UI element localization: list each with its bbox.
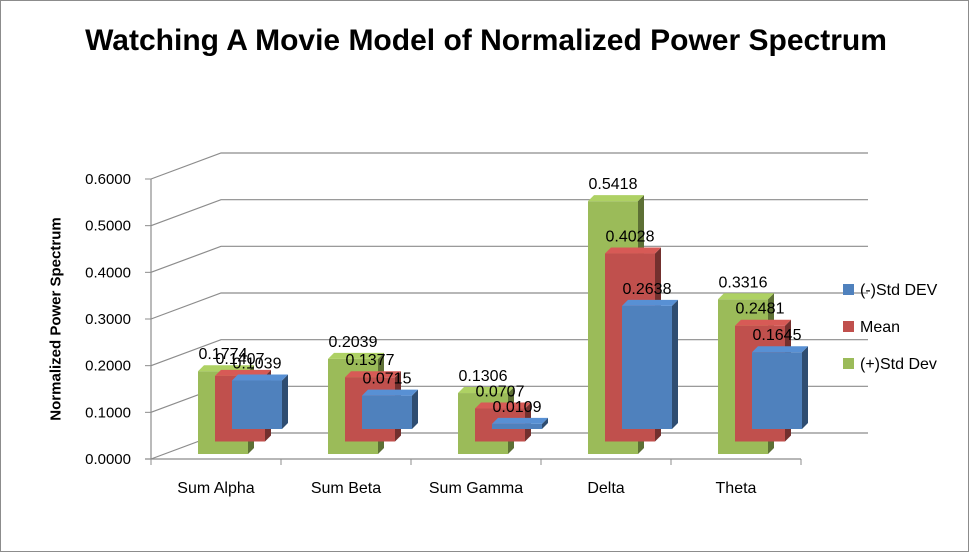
bar-top xyxy=(605,247,661,254)
bar-top xyxy=(362,389,418,396)
bar-side xyxy=(282,374,288,429)
gridline xyxy=(150,152,868,180)
gridline xyxy=(150,245,868,273)
y-tick-label: 0.3000 xyxy=(85,311,131,328)
chart-title: Watching A Movie Model of Normalized Pow… xyxy=(85,24,887,57)
bar-side xyxy=(412,389,418,429)
bar-top xyxy=(735,319,791,326)
bar-top xyxy=(752,346,808,353)
x-category-label: Sum Alpha xyxy=(177,480,254,497)
legend-swatch xyxy=(843,321,854,332)
y-tick-label: 0.2000 xyxy=(85,358,131,375)
bar-side xyxy=(542,417,548,429)
data-label: 0.1377 xyxy=(346,352,395,369)
bar-top xyxy=(588,195,644,202)
y-tick-label: 0.6000 xyxy=(85,171,131,188)
bar-top xyxy=(198,365,254,372)
data-label: 0.1306 xyxy=(459,368,508,385)
bar-top xyxy=(475,402,531,409)
legend-label: (+)Std Dev xyxy=(860,356,937,373)
data-label: 0.2039 xyxy=(329,334,378,351)
x-category-label: Sum Gamma xyxy=(429,480,523,497)
bar-top xyxy=(622,299,678,306)
x-category-label: Theta xyxy=(716,480,757,497)
bar-side xyxy=(672,299,678,429)
data-label: 0.0715 xyxy=(363,371,412,388)
bar xyxy=(752,352,802,429)
data-label: 0.2638 xyxy=(623,281,672,298)
bar-top xyxy=(458,387,514,394)
bar xyxy=(622,305,672,429)
data-label: 0.3316 xyxy=(719,274,768,291)
bar xyxy=(362,395,412,429)
data-label: 0.4028 xyxy=(606,229,655,246)
legend-swatch xyxy=(843,358,854,369)
legend-label: (-)Std DEV xyxy=(860,282,938,299)
bar-top xyxy=(232,374,288,381)
y-tick-label: 0.1000 xyxy=(85,404,131,421)
x-category-label: Sum Beta xyxy=(311,480,381,497)
y-tick-label: 0.0000 xyxy=(85,451,131,468)
data-label: 0.0707 xyxy=(476,384,525,401)
legend-swatch xyxy=(843,284,854,295)
data-label: 0.1407 xyxy=(216,351,265,368)
bar xyxy=(232,380,282,429)
data-label: 0.1645 xyxy=(753,327,802,344)
gridline xyxy=(150,199,868,227)
y-tick-label: 0.4000 xyxy=(85,264,131,281)
bar-top xyxy=(328,352,384,359)
bar-top xyxy=(345,371,401,378)
data-label: 0.0109 xyxy=(493,399,542,416)
legend-label: Mean xyxy=(860,319,900,336)
data-label: 0.1039 xyxy=(233,356,282,373)
bar-side xyxy=(802,346,808,429)
x-category-label: Delta xyxy=(587,480,624,497)
data-label: 0.1774 xyxy=(199,346,248,363)
bar xyxy=(492,423,542,429)
bar-top xyxy=(215,369,271,376)
bar-top xyxy=(492,417,548,424)
y-tick-label: 0.5000 xyxy=(85,218,131,235)
data-label: 0.2481 xyxy=(736,301,785,318)
bar-top xyxy=(718,293,774,300)
data-label: 0.5418 xyxy=(589,176,638,193)
